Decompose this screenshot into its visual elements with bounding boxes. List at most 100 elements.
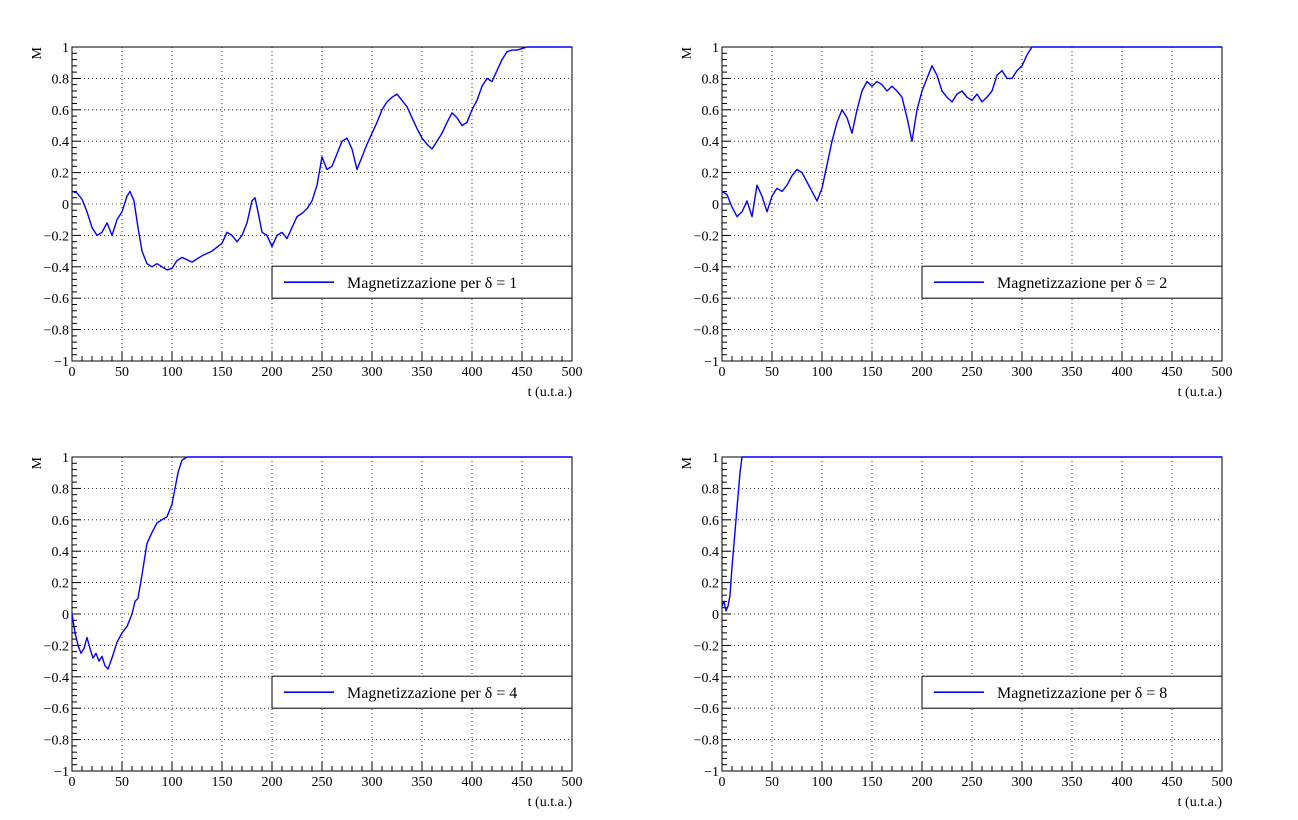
legend: Magnetizzazione per δ = 2 [921,265,1223,299]
legend: Magnetizzazione per δ = 1 [271,265,573,299]
y-tick-label: 0.8 [702,482,720,497]
y-tick-label: −0.4 [694,671,719,686]
x-tick-label: 350 [1062,775,1083,790]
x-tick-label: 350 [1062,365,1083,380]
x-axis-title: t (u.t.a.) [528,795,573,810]
x-tick-label: 0 [69,775,76,790]
legend: Magnetizzazione per δ = 4 [271,675,573,709]
x-axis-title: t (u.t.a.) [528,385,573,400]
y-tick-label: 0.8 [52,482,70,497]
y-tick-label: 1 [712,451,719,466]
y-tick-label: −0.6 [694,292,719,307]
y-axis-title: M [680,456,695,469]
y-tick-label: −1 [704,355,719,370]
x-tick-label: 250 [312,775,333,790]
series-line [72,46,572,271]
y-tick-label: −1 [54,765,69,780]
y-tick-label: 1 [62,451,69,466]
x-tick-label: 500 [1212,365,1233,380]
x-tick-label: 400 [462,365,483,380]
x-tick-label: 250 [962,365,983,380]
x-tick-label: 300 [362,775,383,790]
x-tick-label: 400 [1112,775,1133,790]
y-tick-label: −0.8 [694,734,719,749]
x-tick-label: 0 [69,365,76,380]
x-axis-title: t (u.t.a.) [1178,795,1223,810]
y-tick-label: −0.4 [694,261,719,276]
y-tick-label: 0 [62,608,69,623]
x-tick-label: 350 [412,365,433,380]
x-tick-label: 500 [1212,775,1233,790]
chart-panel-1: 0 50 100 150 200 250 300 350 400 450 500 −1 −0.8 −0.6… [30,41,583,400]
series-line [722,46,1222,218]
x-tick-label: 200 [262,365,283,380]
series-line [72,456,572,670]
x-tick-label: 100 [812,365,833,380]
x-tick-label: 300 [362,365,383,380]
x-tick-label: 300 [1012,365,1033,380]
y-tick-label: 0.2 [702,167,720,182]
x-tick-label: 50 [115,365,129,380]
legend-label: Magnetizzazione per δ = 1 [347,275,517,292]
x-tick-label: 100 [162,365,183,380]
y-tick-label: −0.2 [694,229,719,244]
x-tick-label: 450 [512,775,533,790]
y-axis-title: M [30,46,45,59]
x-tick-label: 500 [562,365,583,380]
y-tick-label: −0.8 [44,324,69,339]
y-tick-label: 0.6 [702,104,720,119]
x-tick-label: 300 [1012,775,1033,790]
y-tick-label: 0 [62,198,69,213]
x-tick-label: 50 [765,775,779,790]
x-tick-label: 150 [862,775,883,790]
x-tick-label: 0 [719,365,726,380]
chart-panel-2: 0 50 100 150 200 250 300 350 400 450 500 −1 −0.8 −0.6… [680,41,1233,400]
y-tick-label: −0.8 [44,734,69,749]
y-tick-label: 0 [712,608,719,623]
x-tick-label: 150 [212,365,233,380]
y-tick-label: 0 [712,198,719,213]
x-tick-label: 500 [562,775,583,790]
y-tick-label: 0.4 [52,545,70,560]
y-tick-label: −0.6 [44,292,69,307]
x-tick-label: 200 [262,775,283,790]
x-axis-title: t (u.t.a.) [1178,385,1223,400]
x-tick-label: 450 [1162,775,1183,790]
x-tick-label: 350 [412,775,433,790]
x-tick-label: 100 [162,775,183,790]
y-tick-label: 0.2 [52,167,70,182]
y-tick-label: 0.4 [702,545,720,560]
y-tick-label: −0.8 [694,324,719,339]
y-tick-label: −0.6 [44,702,69,717]
y-tick-label: 0.8 [52,72,70,87]
x-tick-label: 400 [462,775,483,790]
y-tick-label: −0.6 [694,702,719,717]
y-tick-label: 1 [62,41,69,56]
y-axis-title: M [680,46,695,59]
y-tick-label: −0.4 [44,261,69,276]
legend-label: Magnetizzazione per δ = 4 [347,685,517,702]
x-tick-label: 250 [962,775,983,790]
x-tick-label: 200 [912,365,933,380]
y-tick-label: 0.4 [52,135,70,150]
x-tick-label: 50 [115,775,129,790]
y-tick-label: 0.2 [702,577,720,592]
y-tick-label: −0.2 [44,229,69,244]
y-tick-label: −0.2 [44,639,69,654]
x-tick-label: 200 [912,775,933,790]
chart-panel-3: 0 50 100 150 200 250 300 350 400 450 500 −1 −0.8 −0.6… [30,451,583,810]
y-tick-label: −0.2 [694,639,719,654]
x-tick-label: 150 [212,775,233,790]
legend-label: Magnetizzazione per δ = 2 [997,275,1167,292]
y-axis-title: M [30,456,45,469]
y-tick-label: 0.8 [702,72,720,87]
x-tick-label: 150 [862,365,883,380]
x-tick-label: 0 [719,775,726,790]
legend: Magnetizzazione per δ = 8 [921,675,1223,709]
y-tick-label: 0.6 [52,104,70,119]
x-tick-label: 400 [1112,365,1133,380]
x-tick-label: 50 [765,365,779,380]
y-tick-label: 0.6 [702,514,720,529]
y-tick-label: −1 [54,355,69,370]
